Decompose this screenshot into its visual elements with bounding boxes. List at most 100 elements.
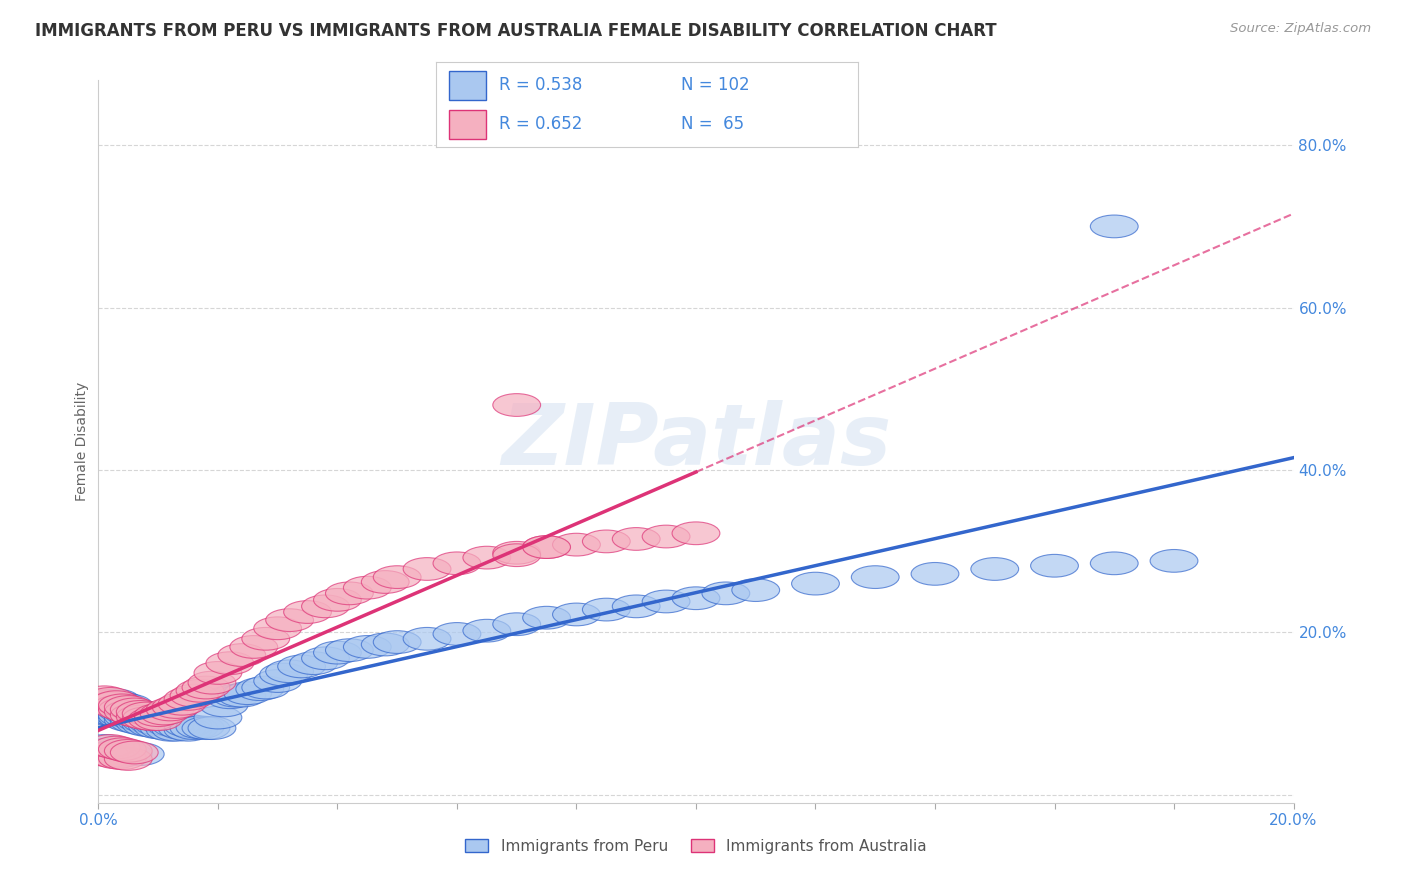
Legend: Immigrants from Peru, Immigrants from Australia: Immigrants from Peru, Immigrants from Au… xyxy=(460,833,932,860)
Ellipse shape xyxy=(111,704,159,726)
Ellipse shape xyxy=(207,652,254,674)
Ellipse shape xyxy=(122,706,170,729)
Ellipse shape xyxy=(98,699,146,723)
Ellipse shape xyxy=(80,686,128,708)
Ellipse shape xyxy=(463,546,510,569)
Ellipse shape xyxy=(80,694,128,717)
Ellipse shape xyxy=(326,582,374,605)
Ellipse shape xyxy=(93,746,141,769)
Ellipse shape xyxy=(104,706,152,728)
Ellipse shape xyxy=(224,681,271,705)
Ellipse shape xyxy=(98,704,146,726)
Ellipse shape xyxy=(176,680,224,702)
Ellipse shape xyxy=(911,563,959,585)
Ellipse shape xyxy=(98,696,146,718)
Ellipse shape xyxy=(1091,552,1139,574)
Ellipse shape xyxy=(314,589,361,611)
Ellipse shape xyxy=(111,699,159,722)
Ellipse shape xyxy=(104,700,152,723)
Ellipse shape xyxy=(122,714,170,736)
Ellipse shape xyxy=(343,576,391,599)
Ellipse shape xyxy=(111,741,159,764)
Ellipse shape xyxy=(87,698,135,721)
Ellipse shape xyxy=(361,633,409,656)
Ellipse shape xyxy=(104,696,152,718)
Ellipse shape xyxy=(104,743,152,765)
Ellipse shape xyxy=(852,566,900,589)
Ellipse shape xyxy=(404,627,451,650)
Ellipse shape xyxy=(135,708,183,731)
Ellipse shape xyxy=(104,702,152,725)
Ellipse shape xyxy=(80,698,128,721)
Ellipse shape xyxy=(494,613,541,636)
Ellipse shape xyxy=(122,702,170,725)
Ellipse shape xyxy=(176,716,224,739)
Ellipse shape xyxy=(1150,549,1198,573)
Ellipse shape xyxy=(80,702,128,725)
Ellipse shape xyxy=(87,688,135,710)
Ellipse shape xyxy=(1091,215,1139,238)
Ellipse shape xyxy=(152,718,200,741)
Ellipse shape xyxy=(111,710,159,733)
Ellipse shape xyxy=(98,698,146,721)
Ellipse shape xyxy=(87,692,135,715)
Ellipse shape xyxy=(242,676,290,699)
Ellipse shape xyxy=(93,690,141,712)
Ellipse shape xyxy=(159,692,207,715)
Ellipse shape xyxy=(733,579,780,601)
Ellipse shape xyxy=(135,713,183,735)
Ellipse shape xyxy=(463,619,510,642)
Ellipse shape xyxy=(194,706,242,729)
Ellipse shape xyxy=(254,670,302,692)
Ellipse shape xyxy=(165,688,212,710)
FancyBboxPatch shape xyxy=(449,71,486,100)
Ellipse shape xyxy=(111,698,159,721)
Ellipse shape xyxy=(170,717,218,739)
Ellipse shape xyxy=(326,639,374,662)
Ellipse shape xyxy=(146,718,194,741)
Ellipse shape xyxy=(266,608,314,632)
Ellipse shape xyxy=(200,694,247,717)
Ellipse shape xyxy=(260,663,308,686)
Ellipse shape xyxy=(702,582,749,605)
Ellipse shape xyxy=(231,636,278,658)
Ellipse shape xyxy=(523,536,571,558)
Ellipse shape xyxy=(117,706,165,728)
Ellipse shape xyxy=(117,743,165,765)
Ellipse shape xyxy=(117,706,165,728)
Ellipse shape xyxy=(218,684,266,707)
Text: R = 0.538: R = 0.538 xyxy=(499,77,582,95)
Ellipse shape xyxy=(374,631,422,654)
Ellipse shape xyxy=(278,655,326,678)
Ellipse shape xyxy=(80,739,128,762)
Ellipse shape xyxy=(494,393,541,417)
Ellipse shape xyxy=(523,607,571,629)
Ellipse shape xyxy=(361,571,409,593)
Ellipse shape xyxy=(284,600,332,624)
Ellipse shape xyxy=(146,698,194,721)
Ellipse shape xyxy=(87,702,135,725)
Ellipse shape xyxy=(80,735,128,757)
Ellipse shape xyxy=(98,706,146,729)
Ellipse shape xyxy=(87,692,135,715)
Ellipse shape xyxy=(970,558,1019,581)
Ellipse shape xyxy=(111,704,159,726)
Ellipse shape xyxy=(141,712,188,735)
Ellipse shape xyxy=(553,533,600,556)
Ellipse shape xyxy=(87,696,135,718)
Ellipse shape xyxy=(93,696,141,718)
Ellipse shape xyxy=(80,690,128,713)
Ellipse shape xyxy=(553,603,600,626)
Text: Source: ZipAtlas.com: Source: ZipAtlas.com xyxy=(1230,22,1371,36)
Ellipse shape xyxy=(122,702,170,725)
Ellipse shape xyxy=(93,704,141,726)
Ellipse shape xyxy=(188,717,236,739)
Text: IMMIGRANTS FROM PERU VS IMMIGRANTS FROM AUSTRALIA FEMALE DISABILITY CORRELATION : IMMIGRANTS FROM PERU VS IMMIGRANTS FROM … xyxy=(35,22,997,40)
Ellipse shape xyxy=(302,595,350,617)
Ellipse shape xyxy=(141,717,188,739)
Ellipse shape xyxy=(582,530,630,553)
Ellipse shape xyxy=(207,686,254,708)
Ellipse shape xyxy=(135,704,183,726)
Ellipse shape xyxy=(117,712,165,735)
Ellipse shape xyxy=(613,527,661,550)
